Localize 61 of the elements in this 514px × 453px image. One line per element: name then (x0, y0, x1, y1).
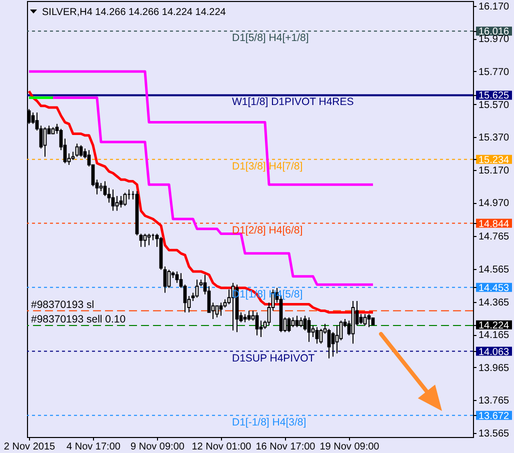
ref-line-label: W1[1/8] D1PIVOT H4RES (232, 96, 354, 108)
y-tick-label: 14.165 (478, 330, 510, 342)
candlestick (207, 286, 211, 313)
candlestick (303, 315, 307, 331)
candlestick (143, 233, 147, 248)
candlestick (111, 188, 115, 212)
candlestick (287, 316, 291, 333)
candlestick (255, 312, 259, 336)
candlestick (139, 233, 143, 248)
y-tick-label: 14.453 (478, 282, 510, 294)
y-tick-label: 15.370 (478, 132, 510, 144)
annotation: #98370193 sell 0.10 (31, 314, 126, 326)
candlestick (115, 196, 119, 212)
ref-line-label: D1[-1/8] H4[3/8] (232, 416, 306, 428)
candlestick (103, 180, 107, 197)
candlestick (367, 314, 371, 328)
candlestick (147, 233, 151, 246)
x-tick-label: 4 Nov 17:00 (66, 442, 121, 452)
y-tick-label: 14.063 (478, 346, 510, 358)
candlestick (175, 270, 179, 284)
y-tick-label: 15.170 (478, 165, 510, 176)
x-tick-label: 9 Nov 09:00 (130, 442, 185, 452)
candlestick (359, 314, 363, 324)
candlestick (319, 328, 323, 344)
ref-line-label: D1[3/8] H4[7/8] (232, 160, 303, 172)
candlestick (327, 328, 331, 359)
candlestick (291, 316, 295, 328)
y-tick-label: 14.970 (478, 198, 510, 210)
y-tick-label: 14.565 (478, 264, 510, 276)
y-tick-label: 15.234 (478, 154, 510, 166)
y-tick-label: 16.170 (478, 1, 510, 12)
y-tick-label: 14.365 (478, 297, 510, 308)
y-tick-label: 13.965 (478, 362, 510, 374)
x-tick-label: 2 Nov 2015 (4, 442, 56, 452)
x-tick-label: 19 Nov 09:00 (320, 442, 380, 452)
candlestick (195, 279, 199, 298)
y-tick-label: 14.765 (478, 232, 510, 243)
y-tick-label: 14.844 (478, 218, 510, 230)
ref-line-label: D1[5/8] H4[+1/8] (232, 32, 309, 44)
y-tick-label: 15.570 (478, 100, 510, 111)
candlestick (247, 310, 251, 322)
y-tick-label: 14.224 (478, 320, 510, 332)
candlestick (363, 314, 367, 326)
y-tick-label: 13.672 (478, 410, 510, 422)
candlestick (335, 325, 339, 354)
candlestick (299, 316, 303, 328)
y-tick-label: 15.625 (478, 90, 510, 102)
ref-line-label: D1[2/8] H4[6/8] (232, 224, 303, 236)
y-tick-label: 13.765 (478, 396, 510, 407)
x-tick-label: 16 Nov 17:00 (256, 442, 316, 452)
ref-line-label: D1SUP H4PIVOT (232, 352, 316, 364)
candlestick (227, 288, 231, 305)
candlestick (295, 315, 299, 328)
text: SILVER,H4 14.266 14.266 14.224 14.224 (42, 7, 226, 18)
candlestick (331, 332, 335, 358)
x-tick-label: 12 Nov 01:00 (192, 442, 252, 452)
candlestick (307, 316, 311, 342)
y-tick-label: 15.770 (478, 66, 510, 78)
annotation: #98370193 sl (31, 298, 94, 311)
line-series (52, 96, 374, 286)
y-tick-label: 13.565 (478, 428, 510, 440)
